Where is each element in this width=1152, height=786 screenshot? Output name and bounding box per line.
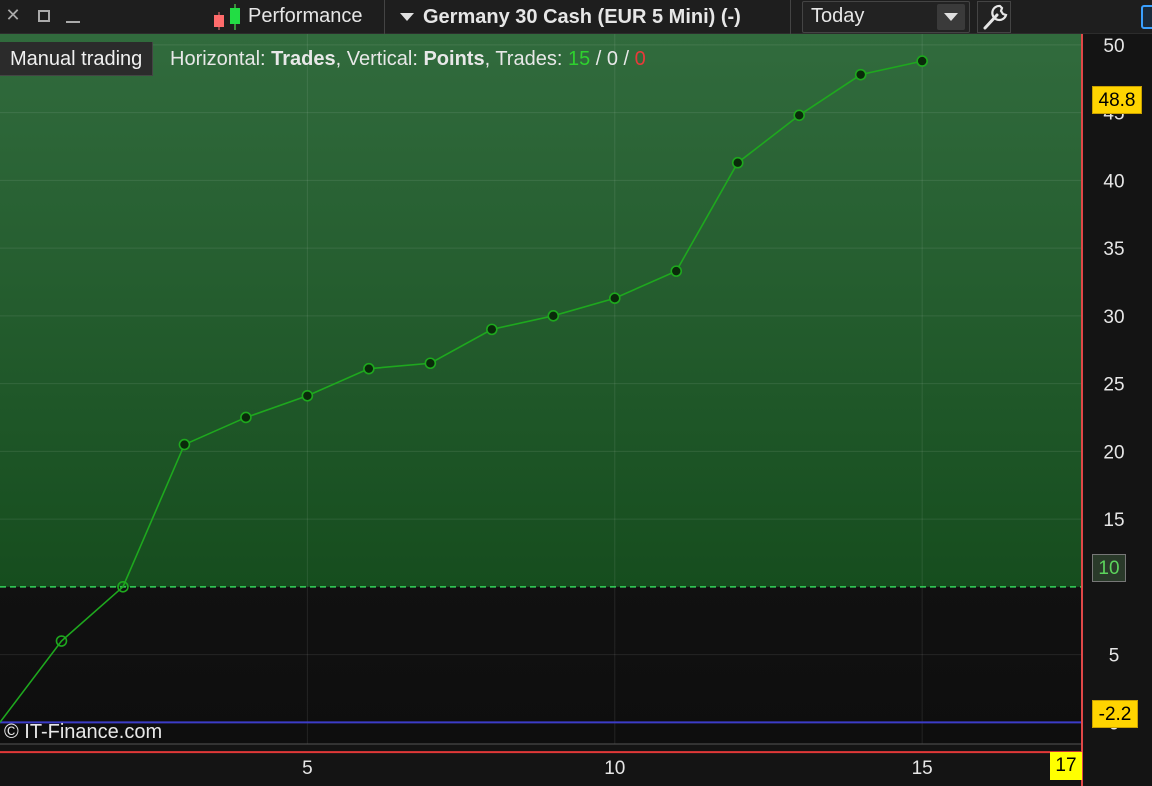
y-tick-label: 30 bbox=[1103, 307, 1124, 328]
drawdown-tag: -2.2 bbox=[1092, 700, 1138, 728]
data-point bbox=[117, 581, 129, 593]
data-point bbox=[547, 310, 560, 322]
trades-separator: / bbox=[618, 48, 635, 70]
y-tick-label: 40 bbox=[1103, 171, 1124, 192]
trades-neutral: 0 bbox=[606, 48, 618, 70]
period-dropdown-button[interactable] bbox=[937, 4, 965, 30]
trades-total: 15 bbox=[567, 48, 591, 70]
toolbar: ✕ Performance Germany 30 Cash (EUR 5 Min… bbox=[0, 0, 1152, 34]
x-tick-label: 5 bbox=[302, 758, 313, 779]
y-tick-label: 20 bbox=[1103, 442, 1124, 463]
data-point bbox=[608, 292, 621, 305]
performance-label: Performance bbox=[248, 5, 363, 27]
threshold-tag: 10 bbox=[1092, 554, 1126, 582]
vertical-value: Points bbox=[423, 48, 485, 70]
maximize-icon[interactable] bbox=[32, 3, 54, 29]
y-tick-label: 5 bbox=[1109, 646, 1120, 667]
y-axis-panel bbox=[1083, 34, 1152, 786]
period-label: Today bbox=[811, 5, 865, 27]
data-point bbox=[486, 323, 498, 336]
manual-trading-button[interactable]: Manual trading bbox=[0, 42, 154, 76]
data-point bbox=[55, 635, 68, 647]
toolbar-divider bbox=[384, 0, 385, 34]
vertical-label: , Vertical: bbox=[335, 48, 424, 70]
max-value-tag: 48.8 bbox=[1092, 86, 1142, 114]
x-tick-label: 10 bbox=[604, 758, 625, 779]
x-axis-ticks: 5 10 15 bbox=[302, 758, 933, 779]
settings-button[interactable] bbox=[977, 1, 1011, 33]
data-point bbox=[424, 357, 437, 370]
equity-points bbox=[55, 55, 928, 647]
data-point bbox=[670, 265, 683, 277]
wrench-icon bbox=[983, 4, 1008, 30]
x-axis-panel bbox=[0, 744, 1082, 786]
grid bbox=[0, 34, 1082, 744]
horizontal-value: Trades bbox=[271, 48, 336, 70]
y-tick-label: 50 bbox=[1103, 36, 1124, 57]
chevron-down-icon bbox=[400, 13, 414, 21]
y-tick-label: 35 bbox=[1103, 239, 1124, 260]
data-point bbox=[793, 109, 806, 122]
instrument-label: Germany 30 Cash (EUR 5 Mini) (-) bbox=[423, 6, 741, 28]
data-point bbox=[854, 68, 867, 81]
data-point bbox=[301, 389, 314, 402]
toolbar-divider bbox=[790, 0, 791, 34]
equity-line bbox=[0, 60, 923, 723]
last-trade-tag: 17 bbox=[1050, 752, 1082, 780]
chart-info-line: Horizontal: Trades, Vertical: Points, Tr… bbox=[170, 42, 646, 76]
data-point bbox=[731, 156, 744, 169]
data-point bbox=[363, 362, 375, 375]
y-tick-label: 25 bbox=[1103, 375, 1124, 396]
candlestick-icon bbox=[214, 4, 240, 30]
data-point bbox=[178, 438, 191, 451]
trades-losing: 0 bbox=[634, 48, 646, 70]
y-tick-label: 15 bbox=[1103, 510, 1124, 531]
period-select[interactable]: Today bbox=[802, 1, 970, 33]
trades-separator: / bbox=[590, 48, 607, 70]
copyright-text: © IT-Finance.com bbox=[4, 721, 163, 743]
horizontal-label: Horizontal: bbox=[170, 48, 272, 70]
chevron-down-icon bbox=[944, 13, 958, 21]
minimize-icon[interactable] bbox=[60, 3, 82, 29]
draw-tool-button[interactable] bbox=[1141, 5, 1152, 29]
x-tick-label: 15 bbox=[912, 758, 933, 779]
profit-zone bbox=[0, 34, 1082, 587]
data-point bbox=[916, 55, 928, 67]
trades-label: , Trades: bbox=[484, 48, 568, 70]
close-icon[interactable]: ✕ bbox=[5, 5, 21, 26]
data-point bbox=[240, 411, 252, 424]
